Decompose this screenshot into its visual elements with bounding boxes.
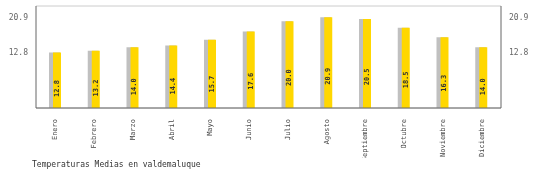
svg-text:Diciembre: Diciembre	[478, 119, 486, 157]
svg-text:16.3: 16.3	[441, 75, 449, 92]
svg-text:18.5: 18.5	[402, 71, 410, 88]
svg-text:14.0: 14.0	[131, 78, 139, 95]
svg-text:14.4: 14.4	[169, 78, 177, 95]
svg-text:Julio: Julio	[284, 119, 292, 140]
svg-text:Septiembre: Septiembre	[361, 119, 369, 158]
svg-text:20.0: 20.0	[286, 69, 294, 86]
html-text:Temperaturas Medias en valdema: Temperaturas Medias en valdemaluque	[32, 160, 201, 169]
svg-text:Noviembre: Noviembre	[439, 119, 447, 157]
svg-text:12.8: 12.8	[53, 80, 61, 97]
svg-text:Mayo: Mayo	[206, 119, 214, 136]
svg-text:14.0: 14.0	[479, 78, 487, 95]
svg-text:Enero: Enero	[51, 119, 59, 140]
svg-text:20.5: 20.5	[363, 68, 371, 85]
svg-text:Junio: Junio	[245, 119, 253, 140]
svg-text:20.9: 20.9	[509, 13, 528, 22]
svg-text:12.8: 12.8	[509, 48, 528, 57]
svg-text:20.9: 20.9	[9, 13, 28, 22]
svg-text:20.9: 20.9	[324, 68, 332, 85]
svg-text:12.8: 12.8	[9, 48, 28, 57]
svg-text:Agosto: Agosto	[323, 119, 331, 144]
svg-text:15.7: 15.7	[208, 76, 216, 93]
svg-text:Abril: Abril	[168, 119, 176, 140]
svg-text:Febrero: Febrero	[90, 119, 98, 149]
svg-text:Marzo: Marzo	[129, 119, 137, 140]
svg-text:13.2: 13.2	[92, 80, 100, 97]
svg-text:Octubre: Octubre	[400, 119, 408, 149]
svg-text:17.6: 17.6	[247, 73, 255, 90]
